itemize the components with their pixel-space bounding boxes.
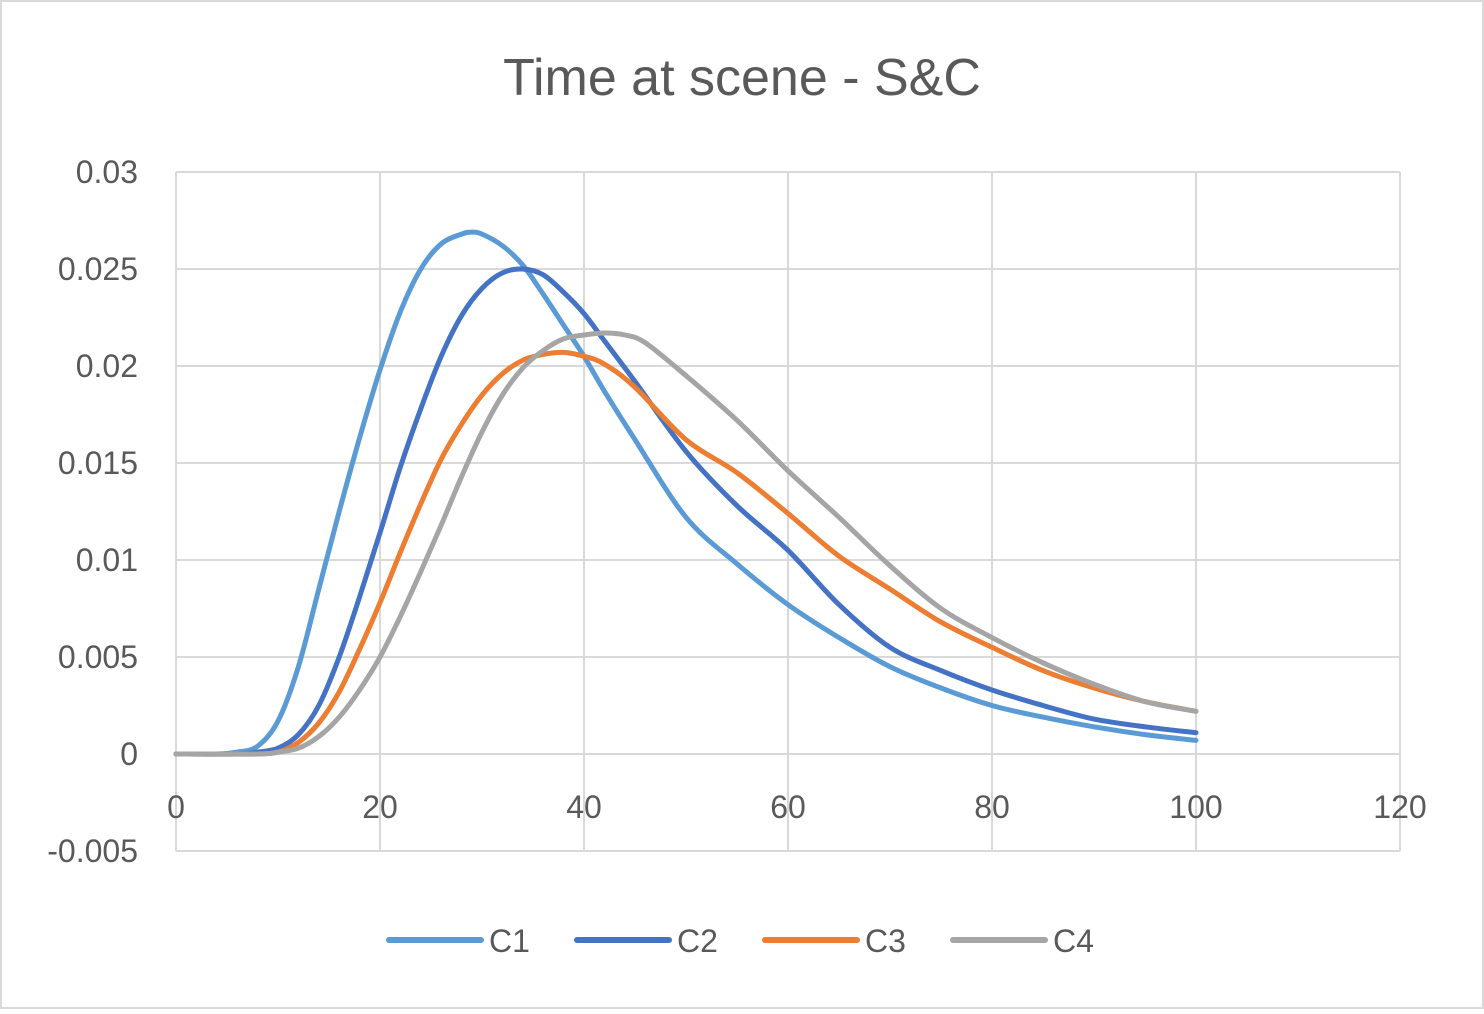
x-tick-label: 100 (1169, 789, 1222, 825)
y-tick-label: 0.015 (58, 445, 138, 481)
series-layer (173, 229, 1199, 757)
chart-title: Time at scene - S&C (503, 49, 981, 107)
x-tick-label: 0 (167, 789, 185, 825)
x-tick-label: 80 (974, 789, 1010, 825)
y-tick-label: 0.01 (76, 542, 138, 578)
y-tick-label: 0 (120, 736, 138, 772)
y-tick-label: 0.02 (76, 348, 138, 384)
legend-label-c2: C2 (677, 923, 718, 959)
x-tick-label: 60 (770, 789, 806, 825)
x-tick-label: 40 (566, 789, 602, 825)
axis-labels: -0.005 0 0.005 0.01 0.015 0.02 0.025 0.03 0 20 40 6… (47, 154, 1426, 869)
legend: C1 C2 C3 C4 (386, 923, 1094, 959)
legend-label-c1: C1 (489, 923, 530, 959)
series-line-c1 (173, 229, 1199, 757)
y-tick-label: 0.005 (58, 639, 138, 675)
x-tick-label: 120 (1373, 789, 1426, 825)
y-tick-label: 0.025 (58, 251, 138, 287)
series-line-c4 (173, 330, 1199, 757)
legend-label-c4: C4 (1053, 923, 1094, 959)
x-tick-label: 20 (362, 789, 398, 825)
series-line-c2 (173, 266, 1199, 757)
y-tick-label: 0.03 (76, 154, 138, 190)
legend-label-c3: C3 (865, 923, 906, 959)
y-tick-label: -0.005 (47, 833, 138, 869)
